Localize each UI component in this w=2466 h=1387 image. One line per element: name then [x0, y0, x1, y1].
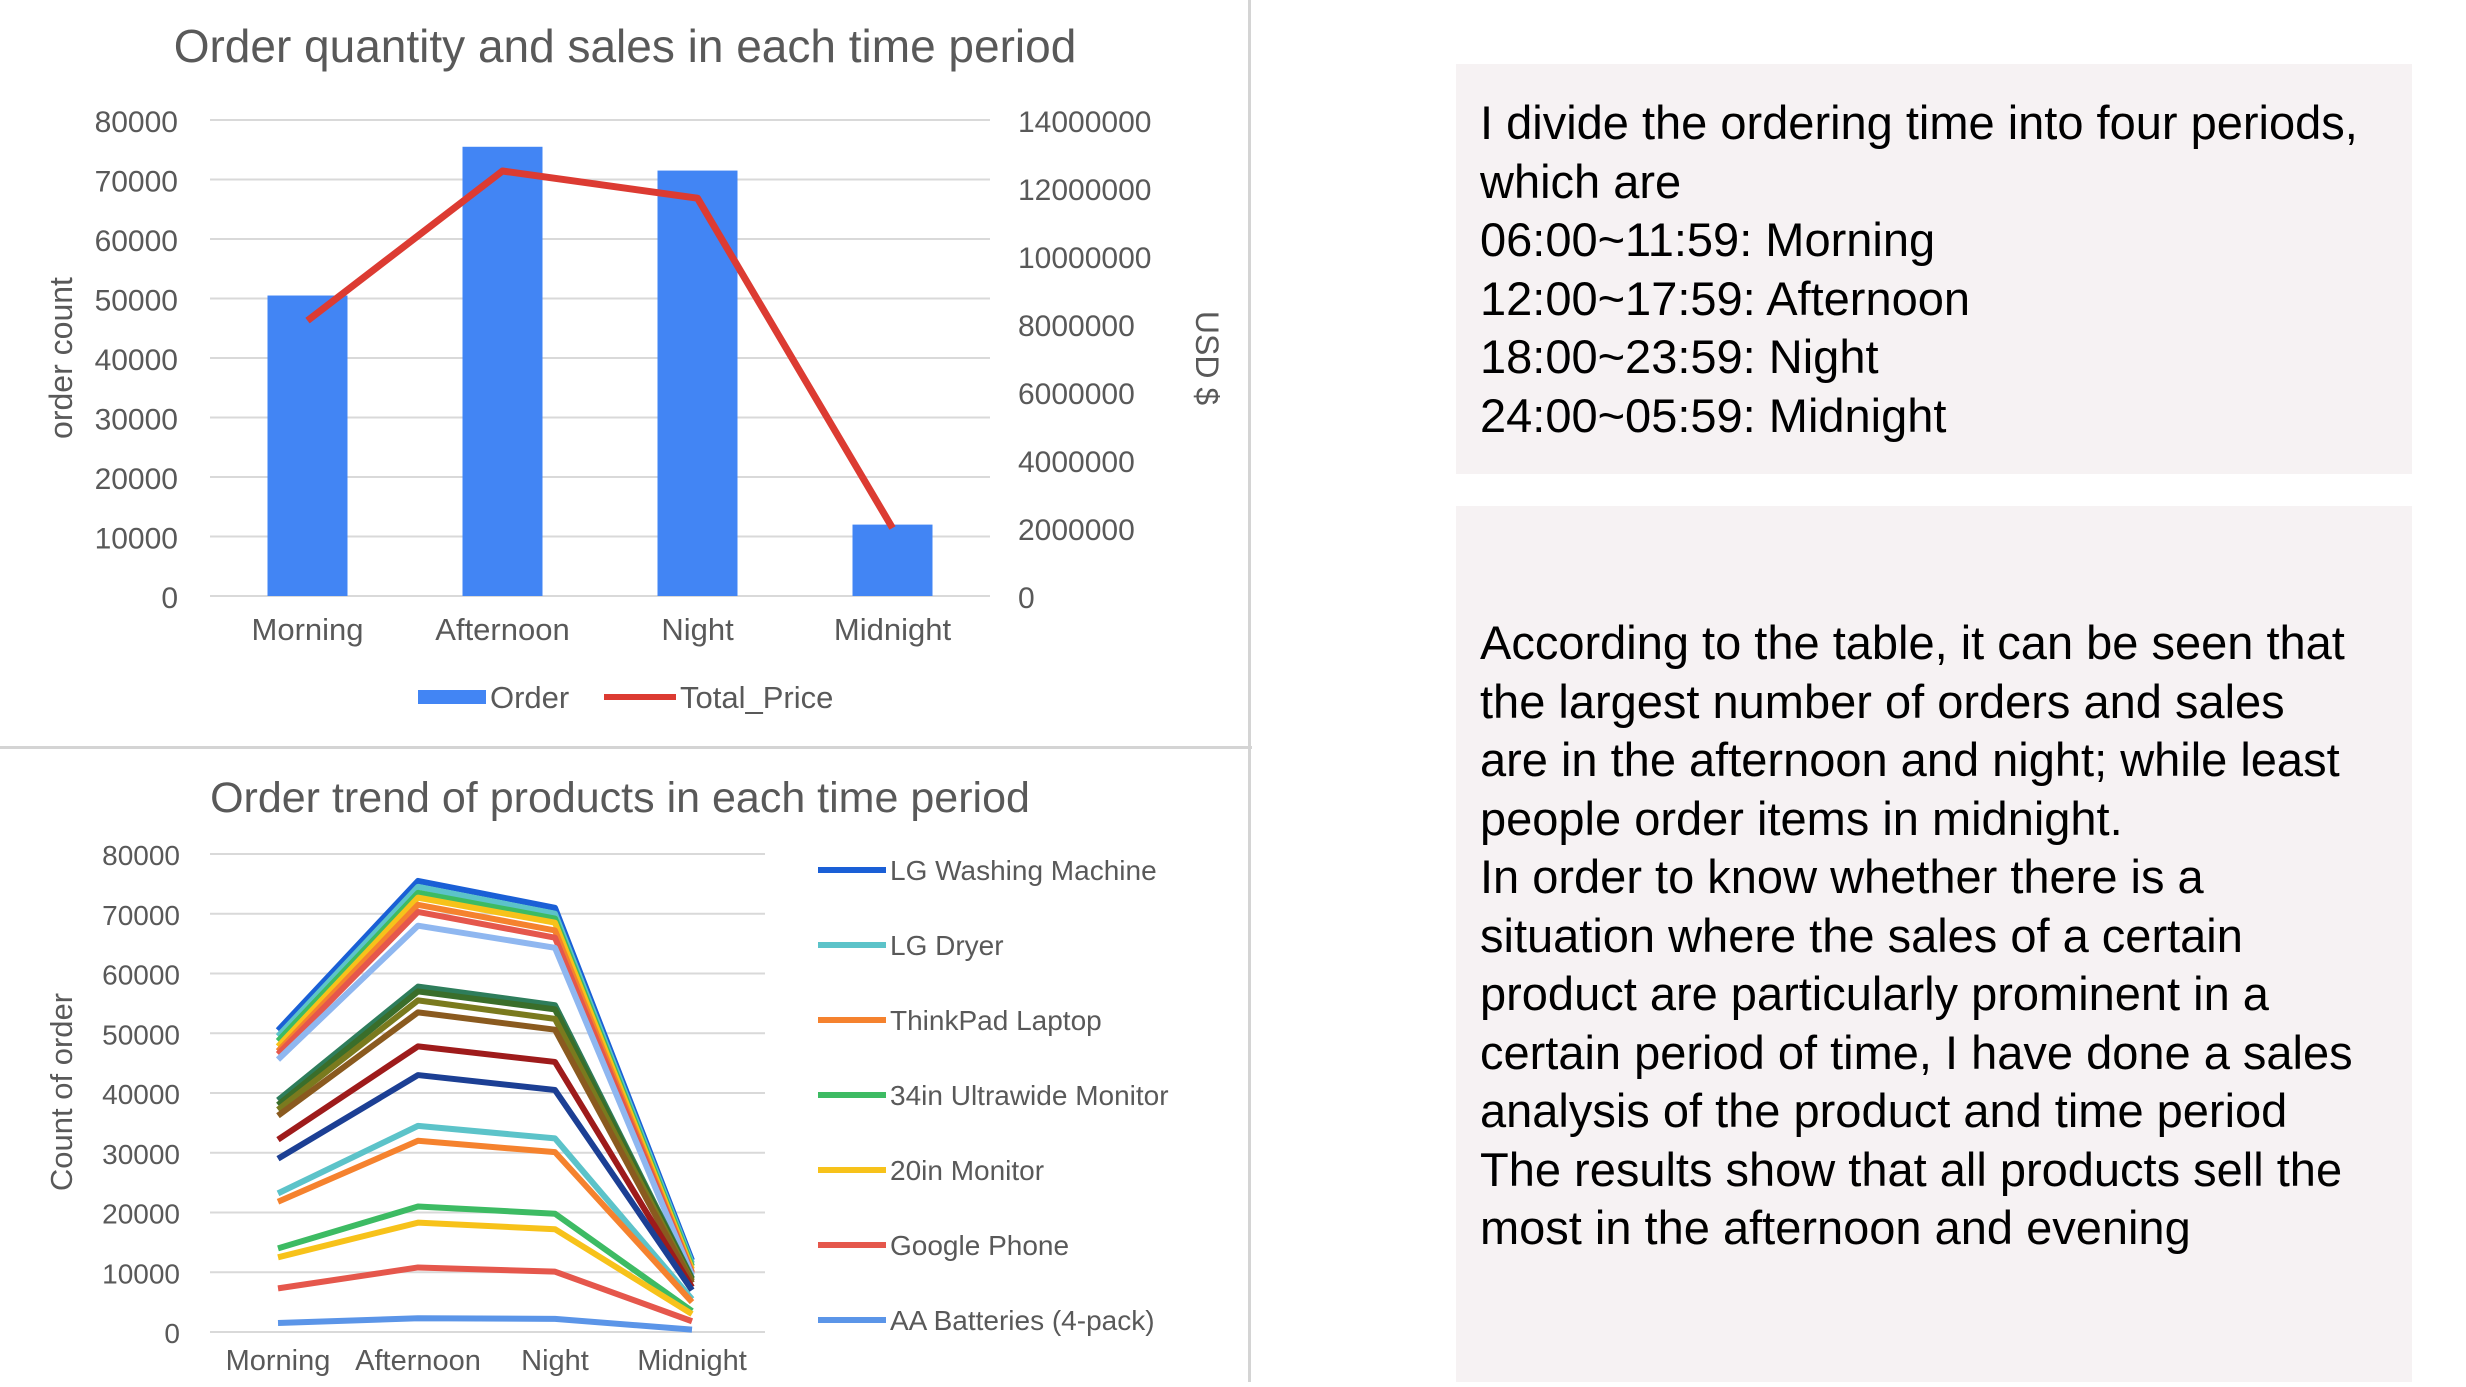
chart2-series-line	[276, 1137, 695, 1305]
chart1-y-tick: 10000	[95, 523, 178, 556]
chart1-x-tick: Midnight	[834, 612, 952, 647]
chart2-title: Order trend of products in each time per…	[210, 774, 1030, 822]
chart2-legend-entry: ThinkPad Laptop	[890, 1005, 1102, 1036]
chart1-y2-tick: 8000000	[1018, 310, 1135, 343]
chart-divider	[0, 746, 1252, 749]
chart1-x-tick: Night	[661, 612, 734, 647]
chart1-y2-tick: 0	[1018, 582, 1035, 615]
panel-divider	[1248, 0, 1251, 1382]
note-line: 06:00~11:59: Morning	[1480, 213, 1936, 266]
note-line: According to the table, it can be seen t…	[1480, 616, 2345, 669]
chart1-x-tick: Afternoon	[435, 612, 569, 647]
chart2-x-tick: Morning	[226, 1345, 331, 1377]
chart1-y2-tick: 6000000	[1018, 378, 1135, 411]
analysis-note: According to the table, it can be seen t…	[1456, 506, 2412, 1382]
chart2-legend-entry: LG Washing Machine	[890, 855, 1157, 886]
order-sales-chart-svg: Order quantity and sales in each time pe…	[43, 20, 1225, 715]
chart2-y-tick: 30000	[102, 1139, 180, 1170]
note-line: product are particularly prominent in a	[1480, 967, 2269, 1020]
chart2-series-line	[275, 883, 695, 1265]
note-line: people order items in midnight.	[1480, 791, 2123, 845]
chart2-series-line	[277, 1203, 694, 1314]
chart1-total-price-line	[305, 167, 896, 530]
chart2-legend-entry: LG Dryer	[890, 930, 1004, 961]
note-line: The results show that all products sell …	[1480, 1142, 2343, 1196]
chart1-y-tick: 30000	[95, 404, 178, 437]
chart1-y2-tick: 4000000	[1018, 446, 1135, 479]
chart1-y-tick: 40000	[95, 344, 178, 377]
chart2-y-tick: 40000	[102, 1079, 180, 1110]
chart1-y2label: USD $	[1189, 311, 1225, 405]
note-line: 24:00~05:59: Midnight	[1480, 388, 1947, 442]
note-line: 12:00~17:59: Afternoon	[1480, 271, 1971, 325]
chart2-ylabel: Count of order	[44, 993, 79, 1191]
chart2-x-tick: Midnight	[637, 1345, 747, 1377]
note-line: are in the afternoon and night; while le…	[1480, 733, 2340, 786]
chart1-x-tick: Morning	[252, 612, 364, 647]
chart2-x-tick: Night	[521, 1345, 589, 1377]
chart1-bar	[462, 146, 543, 596]
product-trend-chart-svg: Order trend of products in each time per…	[44, 774, 1169, 1377]
chart1-legend-price: Total_Price	[680, 680, 833, 715]
note-line: analysis of the product and time period	[1480, 1084, 2288, 1137]
chart1-legend-order: Order	[490, 680, 569, 715]
chart1-y-tick: 50000	[95, 285, 178, 318]
chart2-legend-entry: 34in Ultrawide Monitor	[890, 1080, 1169, 1111]
chart1-y-tick: 20000	[95, 463, 178, 496]
chart1-y-tick: 70000	[95, 166, 178, 199]
chart2-y-tick: 0	[164, 1318, 180, 1349]
chart2-y-tick: 70000	[102, 900, 180, 931]
note-line: I divide the ordering time into four per…	[1480, 96, 2358, 149]
chart1-y2-tick: 10000000	[1018, 242, 1151, 275]
product-trend-chart: Order trend of products in each time per…	[0, 752, 1250, 1382]
chart2-series-line	[277, 1264, 694, 1325]
chart1-y-tick: 60000	[95, 225, 178, 258]
chart2-y-tick: 20000	[102, 1199, 180, 1230]
chart2-legend-entry: 20in Monitor	[890, 1155, 1044, 1186]
chart2-y-tick: 60000	[102, 960, 180, 991]
chart2-y-tick: 80000	[102, 840, 180, 871]
chart2-y-tick: 10000	[102, 1258, 180, 1289]
chart2-series-line	[276, 1009, 695, 1285]
periods-note: I divide the ordering time into four per…	[1456, 64, 2412, 474]
chart2-series-line	[277, 1315, 693, 1333]
note-line: most in the afternoon and evening	[1480, 1201, 2191, 1254]
chart1-y2-tick: 14000000	[1018, 106, 1151, 139]
chart2-series-line	[276, 1072, 695, 1292]
chart1-title: Order quantity and sales in each time pe…	[174, 20, 1077, 72]
note-line: In order to know whether there is a	[1480, 850, 2204, 903]
chart2-legend-entry: Google Phone	[890, 1230, 1069, 1261]
chart1-bar	[657, 170, 738, 596]
chart2-y-tick: 50000	[102, 1019, 180, 1050]
note-line: which are	[1480, 154, 1682, 208]
chart2-series-line	[276, 1043, 695, 1289]
chart1-y-tick: 0	[161, 582, 178, 615]
note-line: situation where the sales of a certain	[1480, 908, 2243, 962]
chart1-y2-tick: 12000000	[1018, 174, 1151, 207]
chart1-ylabel: order count	[43, 277, 79, 439]
chart2-legend-entry: AA Batteries (4-pack)	[890, 1305, 1155, 1336]
chart1-y2-tick: 2000000	[1018, 514, 1135, 547]
order-sales-chart: Order quantity and sales in each time pe…	[0, 0, 1250, 748]
note-line: 18:00~23:59: Night	[1480, 330, 1879, 383]
chart2-series-line	[276, 1122, 695, 1302]
chart1-y-tick: 80000	[95, 106, 178, 139]
note-line: the largest number of orders and sales	[1480, 674, 2285, 728]
chart2-series-line	[277, 1219, 694, 1317]
chart1-bar	[852, 524, 933, 596]
note-line: certain period of time, I have done a sa…	[1480, 1025, 2353, 1079]
chart1-bar	[267, 295, 348, 596]
chart1-legend-order-swatch	[418, 690, 486, 704]
chart2-x-tick: Afternoon	[355, 1345, 481, 1377]
chart2-series-line	[275, 922, 695, 1277]
